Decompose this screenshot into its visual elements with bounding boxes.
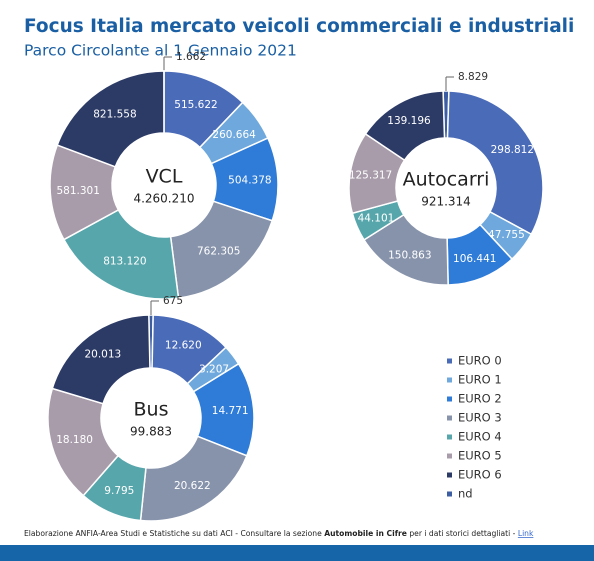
value-label: 1.662 (176, 51, 206, 63)
pie-total: 99.883 (130, 425, 172, 439)
donut-slice (169, 200, 274, 299)
pie-title: Autocarri (403, 169, 490, 191)
donut-slice (364, 90, 446, 162)
legend-label: EURO 1 (458, 373, 502, 387)
bottom-bar (0, 545, 594, 561)
value-label: 125.317 (349, 170, 392, 182)
legend-swatch (447, 472, 452, 478)
donut-slice (62, 208, 180, 300)
legend-label: EURO 4 (458, 430, 502, 444)
value-label: 47.755 (488, 229, 525, 241)
value-label: 18.180 (56, 434, 93, 446)
subtitle: Parco Circolante al 1 Gennaio 2021 (24, 42, 297, 60)
footnote-text: Elaborazione ANFIA-Area Studi e Statisti… (24, 529, 324, 538)
legend-swatch (447, 453, 452, 459)
value-label: 14.771 (212, 405, 249, 417)
value-label: 139.196 (387, 115, 431, 127)
value-label: 3.207 (199, 364, 229, 376)
value-label: 20.013 (84, 349, 121, 361)
value-label: 581.301 (57, 185, 100, 197)
value-label: 12.620 (165, 339, 202, 351)
value-label: 8.829 (458, 71, 488, 83)
pie-total: 921.314 (421, 195, 471, 209)
value-label: 106.441 (453, 253, 496, 265)
pie-total: 4.260.210 (133, 192, 194, 206)
legend-label: EURO 6 (458, 468, 502, 482)
donut-slice (56, 70, 165, 168)
value-label: 515.622 (174, 99, 217, 111)
value-label: 813.120 (103, 256, 146, 268)
value-label: 9.795 (104, 485, 134, 497)
legend-swatch (447, 434, 452, 440)
legend-swatch (447, 491, 452, 497)
donut-slice (446, 90, 544, 236)
legend-swatch (447, 377, 452, 383)
legend-label: EURO 0 (458, 354, 502, 368)
donut-slice (139, 435, 248, 522)
pie-title: VCL (146, 166, 183, 188)
value-label: 20.622 (174, 480, 211, 492)
footnote-bold: Automobile in Cifre (324, 529, 407, 538)
legend-label: EURO 2 (458, 392, 502, 406)
value-label: 762.305 (197, 245, 240, 257)
value-label: 298.812 (491, 144, 534, 156)
pie-title: Bus (134, 399, 169, 421)
value-label: 504.378 (228, 174, 271, 186)
legend-label: EURO 3 (458, 411, 502, 425)
legend-label: nd (458, 487, 473, 501)
footnote-text: per i dati storici dettagliati - (407, 529, 518, 538)
donut-slice (51, 314, 151, 405)
footnote: Elaborazione ANFIA-Area Studi e Statisti… (24, 529, 534, 538)
value-label: 150.863 (388, 249, 431, 261)
legend-swatch (447, 415, 452, 421)
legend-swatch (447, 358, 452, 364)
legend-label: EURO 5 (458, 449, 502, 463)
value-label: 821.558 (93, 108, 136, 120)
legend-swatch (447, 396, 452, 402)
value-label: 260.664 (212, 129, 256, 141)
value-label: 44.101 (358, 213, 395, 225)
footnote-link[interactable]: Link (518, 529, 534, 538)
title: Focus Italia mercato veicoli commerciali… (24, 16, 574, 37)
value-label: 675 (163, 295, 183, 307)
